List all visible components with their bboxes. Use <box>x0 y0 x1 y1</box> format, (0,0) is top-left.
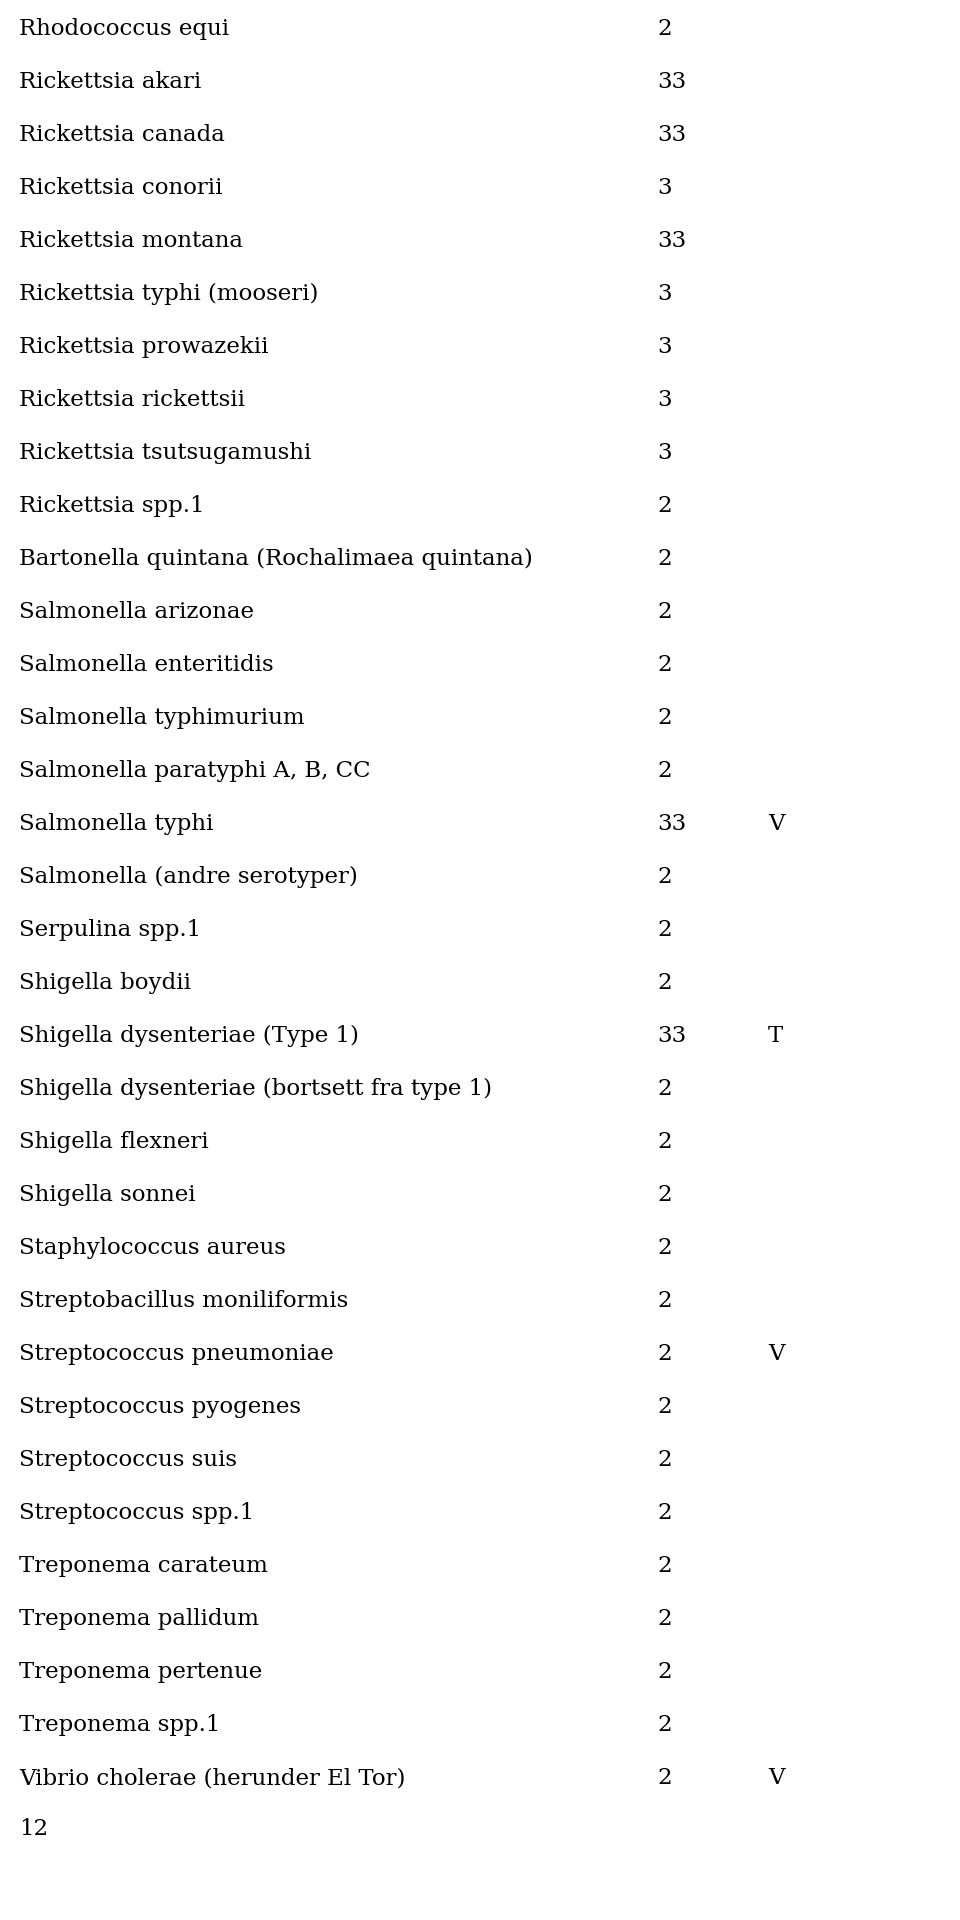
Text: 2: 2 <box>658 1555 672 1576</box>
Text: Shigella boydii: Shigella boydii <box>19 972 191 995</box>
Text: Salmonella enteritidis: Salmonella enteritidis <box>19 655 274 676</box>
Text: Shigella dysenteriae (bortsett fra type 1): Shigella dysenteriae (bortsett fra type … <box>19 1077 492 1100</box>
Text: 2: 2 <box>658 655 672 676</box>
Text: 2: 2 <box>658 920 672 941</box>
Text: 2: 2 <box>658 1766 672 1789</box>
Text: 2: 2 <box>658 1131 672 1154</box>
Text: Staphylococcus aureus: Staphylococcus aureus <box>19 1236 286 1260</box>
Text: Rickettsia akari: Rickettsia akari <box>19 71 202 92</box>
Text: Salmonella (andre serotyper): Salmonella (andre serotyper) <box>19 866 358 889</box>
Text: 2: 2 <box>658 495 672 516</box>
Text: 33: 33 <box>658 812 686 835</box>
Text: Streptobacillus moniliformis: Streptobacillus moniliformis <box>19 1290 348 1311</box>
Text: T: T <box>768 1025 783 1046</box>
Text: 2: 2 <box>658 1609 672 1630</box>
Text: V: V <box>768 812 784 835</box>
Text: Salmonella typhimurium: Salmonella typhimurium <box>19 707 305 730</box>
Text: 2: 2 <box>658 1077 672 1100</box>
Text: V: V <box>768 1342 784 1365</box>
Text: Bartonella quintana (Rochalimaea quintana): Bartonella quintana (Rochalimaea quintan… <box>19 547 533 570</box>
Text: 2: 2 <box>658 1185 672 1206</box>
Text: Salmonella arizonae: Salmonella arizonae <box>19 601 254 622</box>
Text: Treponema carateum: Treponema carateum <box>19 1555 268 1576</box>
Text: Serpulina spp.1: Serpulina spp.1 <box>19 920 202 941</box>
Text: Vibrio cholerae (herunder El Tor): Vibrio cholerae (herunder El Tor) <box>19 1766 405 1789</box>
Text: 2: 2 <box>658 972 672 995</box>
Text: 3: 3 <box>658 177 672 200</box>
Text: 33: 33 <box>658 1025 686 1046</box>
Text: 2: 2 <box>658 760 672 781</box>
Text: 33: 33 <box>658 71 686 92</box>
Text: Treponema spp.1: Treponema spp.1 <box>19 1715 221 1736</box>
Text: Rickettsia tsutsugamushi: Rickettsia tsutsugamushi <box>19 442 311 465</box>
Text: 2: 2 <box>658 1290 672 1311</box>
Text: 2: 2 <box>658 17 672 40</box>
Text: Streptococcus pyogenes: Streptococcus pyogenes <box>19 1396 301 1419</box>
Text: Rickettsia montana: Rickettsia montana <box>19 230 243 252</box>
Text: 2: 2 <box>658 1715 672 1736</box>
Text: Rhodococcus equi: Rhodococcus equi <box>19 17 229 40</box>
Text: V: V <box>768 1766 784 1789</box>
Text: 2: 2 <box>658 1236 672 1260</box>
Text: 2: 2 <box>658 1450 672 1471</box>
Text: Rickettsia rickettsii: Rickettsia rickettsii <box>19 390 245 411</box>
Text: 3: 3 <box>658 442 672 465</box>
Text: 2: 2 <box>658 1342 672 1365</box>
Text: 12: 12 <box>19 1818 48 1839</box>
Text: Rickettsia conorii: Rickettsia conorii <box>19 177 223 200</box>
Text: 33: 33 <box>658 230 686 252</box>
Text: 2: 2 <box>658 707 672 730</box>
Text: Shigella flexneri: Shigella flexneri <box>19 1131 209 1154</box>
Text: Salmonella paratyphi A, B, CC: Salmonella paratyphi A, B, CC <box>19 760 371 781</box>
Text: 2: 2 <box>658 547 672 570</box>
Text: 2: 2 <box>658 1501 672 1524</box>
Text: Rickettsia prowazekii: Rickettsia prowazekii <box>19 336 269 357</box>
Text: Treponema pertenue: Treponema pertenue <box>19 1661 262 1684</box>
Text: 2: 2 <box>658 601 672 622</box>
Text: 2: 2 <box>658 1661 672 1684</box>
Text: Shigella sonnei: Shigella sonnei <box>19 1185 196 1206</box>
Text: Rickettsia canada: Rickettsia canada <box>19 125 225 146</box>
Text: Streptococcus pneumoniae: Streptococcus pneumoniae <box>19 1342 334 1365</box>
Text: Salmonella typhi: Salmonella typhi <box>19 812 213 835</box>
Text: 3: 3 <box>658 282 672 305</box>
Text: 3: 3 <box>658 336 672 357</box>
Text: 2: 2 <box>658 1396 672 1419</box>
Text: Streptococcus spp.1: Streptococcus spp.1 <box>19 1501 254 1524</box>
Text: Rickettsia spp.1: Rickettsia spp.1 <box>19 495 204 516</box>
Text: 3: 3 <box>658 390 672 411</box>
Text: Rickettsia typhi (mooseri): Rickettsia typhi (mooseri) <box>19 282 319 305</box>
Text: Shigella dysenteriae (Type 1): Shigella dysenteriae (Type 1) <box>19 1025 359 1046</box>
Text: 2: 2 <box>658 866 672 887</box>
Text: Streptococcus suis: Streptococcus suis <box>19 1450 237 1471</box>
Text: Treponema pallidum: Treponema pallidum <box>19 1609 259 1630</box>
Text: 33: 33 <box>658 125 686 146</box>
